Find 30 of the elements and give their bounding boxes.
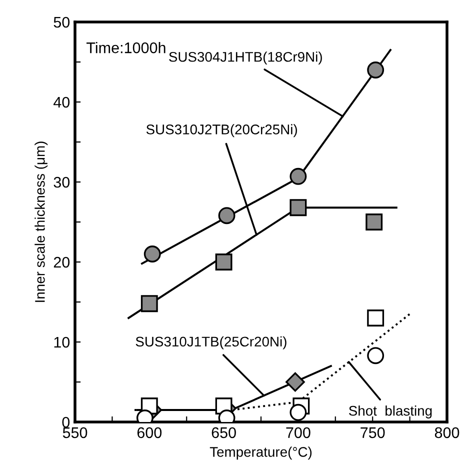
y-tick-label: 50 (54, 16, 70, 28)
y-tick-label: 20 (54, 256, 70, 268)
annotation: SUS310J1TB(25Cr20Ni) (136, 336, 286, 350)
annotation: SUS304J1HTB(18Cr9Ni) (169, 52, 322, 65)
point (367, 62, 384, 78)
point (290, 199, 307, 216)
x-tick-label: 600 (137, 427, 162, 438)
point (286, 372, 305, 392)
annotation: Time:1000h (86, 42, 166, 54)
x-tick-label: 650 (212, 427, 236, 438)
point (290, 168, 307, 185)
annotation: SUS310J2TB(20Cr25Ni) (146, 124, 297, 138)
point (140, 295, 158, 312)
annotation: Shot blasting (349, 406, 432, 418)
point (367, 310, 384, 326)
point (366, 214, 383, 230)
y-tick-label: 0 (62, 416, 70, 428)
point (144, 246, 161, 262)
x-tick-label: 800 (434, 427, 460, 438)
y-tick-label: 10 (54, 336, 70, 348)
y-tick-label: 30 (54, 176, 70, 188)
x-axis-title: Temperature(°C) (210, 446, 312, 460)
y-tick-label: 40 (54, 96, 70, 108)
x-tick-label: 750 (360, 427, 385, 438)
point (218, 207, 236, 224)
x-tick-label: 700 (286, 427, 310, 438)
point (290, 404, 307, 421)
x-tick-label: 550 (62, 427, 88, 438)
point (215, 254, 232, 270)
y-axis-title: Inner scale thickness (μm) (34, 142, 48, 302)
